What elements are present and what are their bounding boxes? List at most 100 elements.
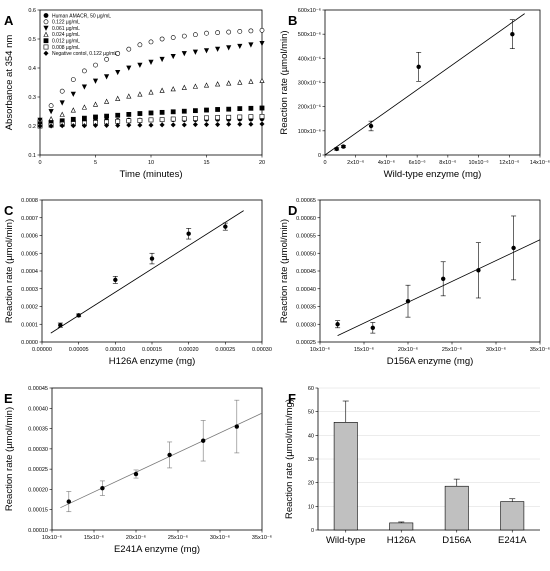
series-marker bbox=[170, 35, 176, 40]
series-marker bbox=[137, 62, 143, 68]
y-tick-label: 0.2 bbox=[28, 124, 36, 130]
panel-letter: E bbox=[4, 391, 13, 406]
x-tick-label: 20 bbox=[259, 160, 265, 166]
category-label: E241A bbox=[498, 535, 527, 546]
y-tick-label: 60 bbox=[308, 386, 314, 392]
data-point bbox=[511, 245, 516, 251]
data-point bbox=[510, 31, 515, 37]
series-marker bbox=[59, 100, 65, 106]
x-tick-label: 25x10⁻⁶ bbox=[442, 346, 462, 353]
series-marker bbox=[181, 33, 187, 39]
series-marker bbox=[115, 69, 121, 76]
series-marker bbox=[126, 93, 132, 99]
series-marker bbox=[259, 114, 265, 119]
data-point bbox=[441, 276, 446, 282]
x-tick-label: 10x10⁻⁶ bbox=[468, 159, 488, 166]
series-marker bbox=[81, 123, 87, 129]
series-marker bbox=[148, 110, 154, 116]
x-tick-label: 0 bbox=[38, 160, 41, 166]
x-tick-label: 8x10⁻⁶ bbox=[439, 159, 456, 166]
x-tick-label: 30x10⁻⁶ bbox=[486, 346, 506, 353]
series-marker bbox=[137, 122, 143, 128]
series-marker bbox=[237, 79, 243, 85]
series-marker bbox=[104, 74, 110, 80]
y-tick-label: 0.00040 bbox=[28, 406, 48, 412]
y-tick-label: 0.5 bbox=[28, 37, 36, 43]
series-marker bbox=[59, 88, 65, 94]
x-tick-label: 14x10⁻⁶ bbox=[530, 159, 550, 166]
series-marker bbox=[248, 78, 254, 84]
y-tick-label: 400x10⁻⁶ bbox=[298, 55, 321, 62]
data-point bbox=[405, 298, 411, 304]
series-marker bbox=[181, 108, 187, 114]
y-axis-label: Reaction rate (µmol/min/mg) bbox=[284, 399, 295, 519]
series-marker bbox=[181, 122, 187, 128]
x-axis-label: H126A enzyme (mg) bbox=[109, 356, 196, 367]
x-tick-label: 2x10⁻⁶ bbox=[347, 159, 364, 166]
data-point bbox=[476, 268, 481, 273]
series-marker bbox=[82, 115, 87, 121]
y-tick-label: 0.1 bbox=[28, 153, 36, 159]
y-tick-label: 0.00040 bbox=[296, 287, 316, 293]
plot-frame bbox=[324, 9, 541, 156]
series-marker bbox=[43, 38, 49, 44]
series-marker bbox=[43, 25, 49, 31]
x-axis-label: Time (minutes) bbox=[120, 169, 183, 180]
panel-letter: C bbox=[4, 203, 14, 218]
data-point bbox=[201, 438, 206, 443]
x-axis-label: Wild-type enzyme (mg) bbox=[384, 169, 482, 180]
y-tick-label: 0.00025 bbox=[28, 467, 48, 473]
y-tick-label: 0 bbox=[318, 153, 321, 159]
series-marker bbox=[59, 111, 65, 117]
y-axis-label: Reaction rate (µmol/min) bbox=[4, 219, 15, 323]
series-marker bbox=[126, 112, 132, 117]
x-tick-label: 5 bbox=[94, 160, 97, 166]
data-point bbox=[133, 471, 139, 477]
x-tick-label: 4x10⁻⁶ bbox=[378, 159, 395, 166]
x-tick-label: 12x10⁻⁶ bbox=[499, 159, 519, 166]
y-tick-label: 10 bbox=[308, 504, 314, 510]
series-marker bbox=[226, 45, 232, 51]
series-marker bbox=[70, 107, 76, 113]
y-tick-label: 0.00035 bbox=[296, 305, 316, 311]
x-tick-label: 20x10⁻⁶ bbox=[398, 346, 418, 353]
y-tick-label: 20 bbox=[308, 481, 314, 487]
y-tick-label: 0.0000 bbox=[21, 340, 38, 346]
y-tick-label: 0.0006 bbox=[21, 234, 38, 240]
x-tick-label: 10x10⁻⁶ bbox=[310, 346, 330, 353]
series-marker bbox=[181, 116, 187, 122]
series-marker bbox=[237, 114, 243, 120]
series-marker bbox=[170, 109, 176, 115]
legend-entry: Negative contol, 0.122 µg/mL bbox=[52, 51, 117, 57]
series-marker bbox=[248, 28, 254, 34]
series-marker bbox=[181, 84, 187, 90]
x-tick-label: 0.00025 bbox=[215, 347, 235, 353]
series-marker bbox=[115, 122, 121, 128]
data-point bbox=[341, 144, 346, 149]
series-marker bbox=[259, 27, 265, 33]
y-tick-label: 0.00055 bbox=[296, 234, 316, 240]
data-point bbox=[334, 146, 339, 152]
y-tick-label: 0.00030 bbox=[296, 322, 316, 328]
plot-frame bbox=[51, 387, 263, 531]
series-marker bbox=[193, 116, 198, 121]
data-point bbox=[113, 277, 118, 283]
legend-entry: 0.024 µg/mL bbox=[52, 32, 80, 38]
series-marker bbox=[159, 109, 165, 115]
series-marker bbox=[204, 30, 209, 36]
series-marker bbox=[104, 56, 109, 62]
series-marker bbox=[37, 117, 43, 123]
data-point bbox=[76, 313, 81, 318]
y-tick-label: 0.00065 bbox=[296, 198, 316, 204]
panel-f: F 0 10 20 30 40 50 60 Reaction rate (µmol/min/mg… bbox=[284, 386, 540, 546]
legend-entry: 0.122 µg/mL bbox=[52, 20, 80, 26]
series-marker bbox=[248, 105, 254, 111]
y-tick-label: 0.0004 bbox=[21, 269, 38, 275]
series-marker bbox=[70, 116, 76, 122]
series-4 bbox=[37, 105, 265, 127]
x-tick-label: 10 bbox=[148, 160, 154, 166]
y-tick-label: 30 bbox=[308, 457, 314, 463]
series-marker bbox=[215, 107, 220, 112]
y-tick-label: 0.00020 bbox=[28, 487, 48, 493]
